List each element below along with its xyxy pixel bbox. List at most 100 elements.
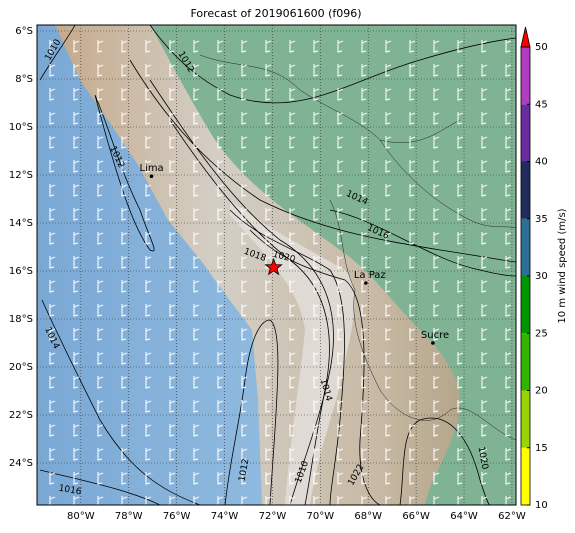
wind-barb	[361, 472, 368, 485]
wind-barb	[217, 112, 224, 125]
wind-barb	[481, 136, 488, 149]
wind-barb	[145, 280, 152, 293]
wind-barb	[217, 328, 224, 341]
wind-barb	[169, 376, 176, 389]
wind-barb	[121, 88, 128, 101]
wind-barb	[481, 64, 488, 77]
y-tick-label: 18°S	[9, 314, 33, 325]
wind-barb	[121, 304, 128, 317]
wind-barb	[49, 88, 56, 101]
wind-barb	[145, 376, 152, 389]
wind-barb	[505, 256, 512, 269]
wind-barb	[457, 400, 464, 413]
wind-barb	[457, 232, 464, 245]
colorbar-tick-label: 30	[535, 271, 548, 282]
wind-barb	[337, 40, 344, 53]
y-tick-label: 8°S	[15, 74, 33, 85]
altiplano	[230, 200, 355, 505]
wind-barbs	[49, 40, 512, 505]
wind-barb	[241, 64, 248, 77]
contour-label: 1012	[238, 458, 252, 482]
wind-barb	[97, 256, 104, 269]
x-tick-label: 62°W	[498, 511, 526, 522]
wind-barb	[193, 280, 200, 293]
wind-barb	[217, 160, 224, 173]
wind-barb	[289, 448, 296, 461]
wind-barb	[433, 448, 440, 461]
wind-barb	[217, 208, 224, 221]
colorbar-tick-label: 35	[535, 214, 548, 225]
city-dot	[364, 281, 368, 285]
wind-barb	[217, 352, 224, 365]
wind-barb	[433, 88, 440, 101]
wind-barb	[457, 256, 464, 269]
wind-barb	[241, 280, 248, 293]
wind-barb	[121, 448, 128, 461]
wind-barb	[73, 376, 80, 389]
wind-barb	[145, 64, 152, 77]
wind-barb	[217, 496, 224, 505]
wind-barb	[49, 472, 56, 485]
wind-barb	[289, 208, 296, 221]
wind-barb	[457, 112, 464, 125]
wind-barb	[73, 304, 80, 317]
wind-barb	[49, 184, 56, 197]
wind-barb	[385, 496, 392, 505]
wind-barb	[505, 184, 512, 197]
wind-barb	[193, 328, 200, 341]
wind-barb	[385, 232, 392, 245]
wind-barb	[145, 328, 152, 341]
wind-barb	[265, 208, 272, 221]
wind-barb	[145, 40, 152, 53]
wind-barb	[361, 328, 368, 341]
wind-barb	[97, 280, 104, 293]
x-tick-label: 70°W	[307, 511, 335, 522]
wind-barb	[313, 376, 320, 389]
wind-barb	[49, 376, 56, 389]
wind-barb	[457, 40, 464, 53]
wind-barb	[97, 40, 104, 53]
wind-barb	[433, 64, 440, 77]
wind-barb	[505, 64, 512, 77]
wind-barb	[361, 160, 368, 173]
y-tick-label: 24°S	[9, 458, 33, 469]
wind-barb	[193, 256, 200, 269]
wind-barb	[145, 304, 152, 317]
colorbar-segment	[521, 161, 530, 219]
wind-barb	[505, 448, 512, 461]
colorbar-segment	[521, 47, 530, 105]
wind-barb	[49, 208, 56, 221]
wind-barb	[193, 232, 200, 245]
wind-barb	[73, 424, 80, 437]
city-label: Sucre	[421, 330, 449, 341]
colorbar-segment	[521, 104, 530, 162]
wind-barb	[73, 64, 80, 77]
wind-barb	[481, 112, 488, 125]
wind-barb	[49, 40, 56, 53]
wind-barb	[481, 400, 488, 413]
wind-barb	[145, 88, 152, 101]
colorbar-tick-label: 25	[535, 328, 548, 339]
wind-barb	[433, 400, 440, 413]
wind-barb	[337, 64, 344, 77]
wind-barb	[481, 160, 488, 173]
wind-barb	[169, 304, 176, 317]
wind-barb	[145, 352, 152, 365]
wind-barb	[265, 88, 272, 101]
map-title: Forecast of 2019061600 (f096)	[190, 7, 361, 20]
wind-barb	[49, 304, 56, 317]
wind-barb	[385, 448, 392, 461]
wind-barb	[385, 256, 392, 269]
wind-barb	[313, 352, 320, 365]
wind-barb	[121, 256, 128, 269]
wind-barb	[409, 400, 416, 413]
wind-barb	[481, 448, 488, 461]
wind-barb	[241, 160, 248, 173]
colorbar-segment	[521, 390, 530, 448]
wind-barb	[313, 256, 320, 269]
wind-barb	[361, 232, 368, 245]
wind-barb	[73, 448, 80, 461]
wind-barb	[313, 232, 320, 245]
x-tick-label: 74°W	[211, 511, 239, 522]
